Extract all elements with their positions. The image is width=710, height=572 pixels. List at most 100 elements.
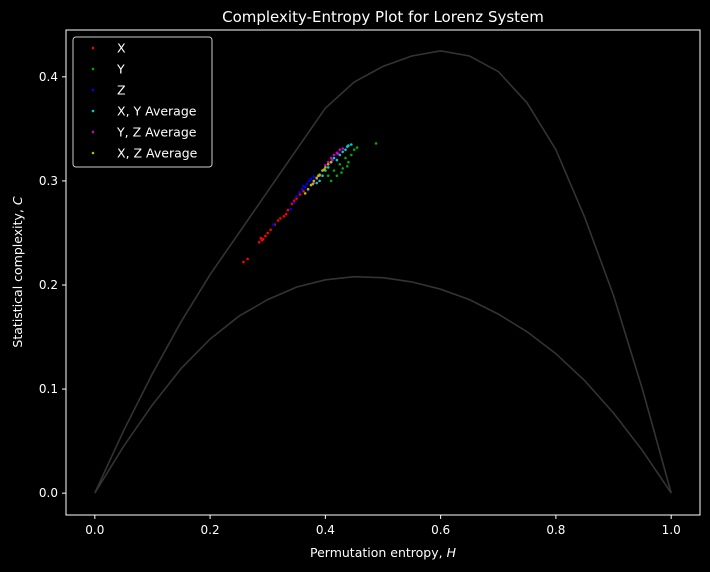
point-series-3-13 [346,145,349,148]
x-tick-label: 0.6 [431,523,450,537]
legend-label: Y, Z Average [116,125,197,140]
point-series-5-11 [322,168,326,171]
point-series-5-10 [317,174,320,177]
point-series-3-7 [332,156,336,160]
point-series-0-16 [302,190,305,193]
point-series-0-15 [298,193,302,196]
point-series-2-2 [295,195,298,198]
legend-marker [91,151,95,155]
legend-label: X [117,41,126,56]
y-tick-label: 0.2 [39,278,58,292]
point-series-1-11 [355,146,359,149]
point-series-5-8 [329,160,333,164]
point-series-1-4 [338,163,342,166]
point-series-5-12 [303,192,307,195]
point-series-0-19 [284,212,288,216]
point-series-5-0 [306,187,310,191]
point-series-0-14 [295,197,298,200]
legend-marker [91,88,95,92]
legend: XYZ X, Y Average Y, Z Average X, Z Average [72,36,213,168]
legend-label: Z [117,83,126,98]
point-series-3-10 [321,174,324,177]
point-series-4-6 [341,147,345,150]
point-series-4-5 [338,148,342,151]
y-axis-ticks: 0.0 0.1 0.2 0.3 0.4 [39,70,66,500]
point-series-1-1 [350,153,353,157]
point-series-1-0 [374,142,378,145]
point-series-2-0 [289,207,293,211]
x-axis-label: Permutation entropy, H [310,545,457,560]
y-tick-label: 0.1 [39,382,58,396]
x-tick-label: 0.0 [85,523,104,537]
boundary-curve-lower [94,275,672,494]
point-series-1-6 [335,174,339,177]
point-series-2-8 [309,177,313,181]
point-series-3-8 [326,166,330,169]
point-series-2-1 [292,201,296,205]
x-tick-label: 0.4 [316,523,335,537]
y-tick-label: 0.3 [39,174,58,188]
legend-frame [72,36,213,168]
point-series-1-2 [347,160,350,164]
point-series-0-11 [286,208,290,212]
point-series-0-0 [242,260,245,264]
point-series-0-3 [259,236,263,240]
x-tick-label: 0.8 [546,523,565,537]
legend-marker [91,67,95,71]
point-series-5-6 [324,166,327,169]
legend-marker [91,46,95,50]
point-series-0-17 [260,238,264,242]
point-series-3-12 [315,181,319,185]
point-series-0-2 [257,241,261,244]
point-series-1-13 [340,171,343,174]
legend-label: X, Y Average [117,104,197,119]
x-axis-ticks: 0.0 0.2 0.4 0.6 0.8 1.0 [85,515,681,537]
legend-label: X, Z Average [117,146,198,161]
point-series-2-7 [307,179,311,183]
y-tick-label: 0.0 [39,486,58,500]
point-series-2-4 [301,187,304,191]
point-series-5-7 [326,163,330,166]
point-series-0-1 [246,257,249,261]
y-tick-label: 0.4 [39,70,58,84]
point-series-4-0 [324,164,327,167]
point-series-0-6 [269,228,272,232]
point-series-3-3 [344,148,347,151]
point-series-4-3 [332,153,336,157]
point-series-2-13 [272,223,275,226]
chart-title: Complexity-Entropy Plot for Lorenz Syste… [222,8,544,26]
point-series-3-11 [318,179,321,183]
point-series-5-9 [311,182,315,186]
point-series-0-5 [264,234,267,238]
legend-label: Y [116,62,125,77]
point-series-5-2 [312,179,316,183]
point-series-1-10 [352,148,356,151]
point-series-1-3 [341,167,345,170]
point-series-0-9 [279,217,282,220]
point-series-0-10 [282,215,286,218]
point-series-1-9 [326,174,330,177]
point-series-1-7 [332,169,336,172]
point-series-2-6 [305,182,309,186]
point-series-2-11 [302,184,305,188]
point-series-3-2 [341,150,345,154]
point-series-0-8 [276,219,280,222]
point-series-4-2 [329,156,333,160]
point-series-1-8 [329,179,333,183]
point-series-4-12 [336,152,340,156]
point-series-2-12 [312,175,316,178]
point-series-4-11 [331,158,334,162]
point-series-3-5 [350,143,353,146]
data-points [242,142,378,264]
point-series-2-3 [298,191,301,194]
point-series-5-3 [315,176,319,180]
legend-marker [91,109,95,113]
legend-marker [91,130,95,134]
point-series-3-0 [335,158,339,162]
boundary-curves [94,49,672,494]
point-series-0-18 [266,231,270,235]
y-axis-label: Statistical complexity, C [10,196,25,347]
point-series-4-1 [326,160,330,164]
x-tick-label: 0.2 [201,523,220,537]
